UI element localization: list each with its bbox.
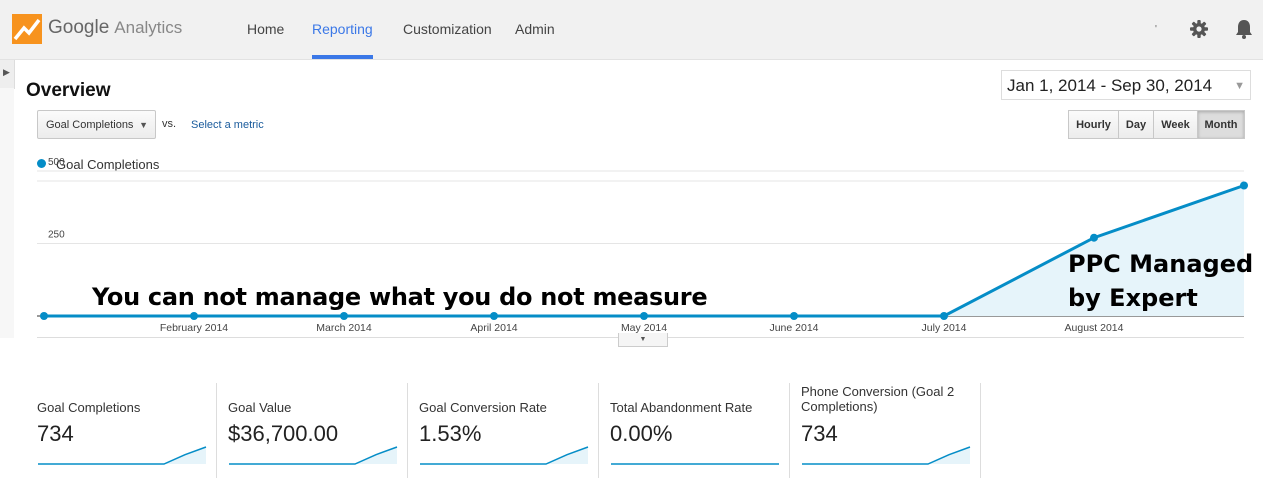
data-point <box>340 312 348 320</box>
x-tick-label: June 2014 <box>769 322 818 334</box>
x-tick-label: April 2014 <box>470 322 517 334</box>
scorecard-divider <box>789 383 790 478</box>
y-tick-label: 250 <box>48 230 65 241</box>
sparkline-line <box>802 446 971 465</box>
y-tick-label: 500 <box>48 157 65 168</box>
scorecard-label: Total Abandonment Rate <box>610 400 753 415</box>
chevron-down-icon: ▼ <box>139 120 148 130</box>
expand-arrow-icon: ▶ <box>3 67 10 77</box>
date-range-picker[interactable]: Jan 1, 2014 - Sep 30, 2014 ▼ <box>1001 70 1251 100</box>
scorecard-sparkline <box>611 463 779 465</box>
sparkline-line <box>420 446 589 465</box>
scorecard-sparkline <box>229 446 398 465</box>
nav-customization[interactable]: Customization <box>403 21 492 37</box>
sparkline-line <box>229 446 398 465</box>
data-point <box>1240 181 1248 190</box>
data-point <box>190 312 198 320</box>
scorecard-label: Goal Completions <box>37 400 141 415</box>
scorecard-value: 0.00% <box>610 421 673 446</box>
data-point <box>790 312 798 320</box>
legend-label: Goal Completions <box>56 157 160 172</box>
nav-home[interactable]: Home <box>247 21 285 37</box>
header-tick-mark: ' <box>1155 24 1157 35</box>
chart-collapse-toggle[interactable]: ▼ <box>618 333 668 347</box>
chevron-down-icon: ▼ <box>1234 80 1245 92</box>
scorecard-divider <box>407 383 408 478</box>
overlay-ppc-line1: PPC Managed <box>1068 250 1254 278</box>
scorecard-divider <box>598 383 599 478</box>
page-title: Overview <box>26 80 111 101</box>
analytics-logo-icon[interactable] <box>12 14 42 44</box>
data-point <box>40 312 48 320</box>
goal-completions-chart: 250 500 February 2014 March 2014 April 2014 M… <box>37 157 1248 334</box>
scorecard-label: Goal Value <box>228 400 292 415</box>
scorecard-label: Goal Conversion Rate <box>419 400 547 415</box>
scorecard-divider <box>216 383 217 478</box>
granularity-week-button[interactable]: Week <box>1153 110 1198 139</box>
nav-reporting[interactable]: Reporting <box>312 0 373 59</box>
x-tick-label: July 2014 <box>922 322 967 334</box>
scorecard-value: $36,700.00 <box>228 421 339 446</box>
x-tick-label: August 2014 <box>1065 322 1124 334</box>
granularity-day-button[interactable]: Day <box>1118 110 1154 139</box>
metric-select[interactable]: Goal Completions ▼ <box>37 110 156 139</box>
sparkline-area <box>802 447 970 464</box>
x-tick-label: February 2014 <box>160 322 228 334</box>
scorecard-sparkline <box>38 446 207 465</box>
scorecard-goal-value[interactable]: Goal Value $36,700.00 <box>228 383 408 478</box>
granularity-month-button[interactable]: Month <box>1197 110 1245 139</box>
scorecard-value: 734 <box>37 421 74 446</box>
vs-label: vs. <box>162 118 177 130</box>
scorecard-phone-conversion[interactable]: Phone Conversion (Goal 2 Completions) 73… <box>801 383 981 478</box>
legend-marker <box>37 159 46 168</box>
brand-name[interactable]: Google Analytics <box>48 17 182 39</box>
settings-icon[interactable] <box>1188 18 1210 40</box>
scorecard-label: Phone Conversion (Goal 2 Completions) <box>801 384 955 414</box>
x-tick-label: May 2014 <box>621 322 667 334</box>
series-area <box>44 185 1244 316</box>
date-range-text: Jan 1, 2014 - Sep 30, 2014 <box>1007 76 1213 95</box>
x-tick-label: March 2014 <box>316 322 372 334</box>
data-point <box>1090 233 1098 242</box>
sparkline-line <box>38 446 207 465</box>
nav-admin[interactable]: Admin <box>515 21 555 37</box>
scorecard-goal-completions[interactable]: Goal Completions 734 <box>37 383 217 478</box>
data-point <box>640 312 648 320</box>
sidebar-collapsed-strip <box>0 88 14 338</box>
overlay-ppc-caption: PPC Managed by Expert <box>1068 247 1253 315</box>
scorecard-goal-conversion-rate[interactable]: Goal Conversion Rate 1.53% <box>419 383 599 478</box>
sparkline-area <box>38 447 206 464</box>
scorecard-total-abandonment-rate[interactable]: Total Abandonment Rate 0.00% <box>610 383 790 478</box>
data-point <box>490 312 498 320</box>
sparkline-area <box>229 447 397 464</box>
overlay-ppc-line2: by Expert <box>1068 284 1198 312</box>
top-bar: Google Analytics Home Reporting Customiza… <box>0 0 1263 60</box>
scorecard-value: 1.53% <box>419 421 482 446</box>
data-point <box>940 312 948 320</box>
brand-google: Google <box>48 17 110 38</box>
granularity-hourly-button[interactable]: Hourly <box>1068 110 1119 139</box>
scorecard-divider <box>980 383 981 478</box>
notifications-icon[interactable] <box>1233 18 1255 40</box>
scorecard-value: 734 <box>801 421 838 446</box>
sparkline-area <box>420 447 588 464</box>
overlay-caption: You can not manage what you do not measu… <box>92 283 708 311</box>
scorecard-sparkline <box>420 446 589 465</box>
select-metric-link[interactable]: Select a metric <box>191 119 264 131</box>
scorecard-sparkline <box>802 446 971 465</box>
brand-analytics: Analytics <box>114 18 183 37</box>
metric-select-value: Goal Completions <box>46 119 134 131</box>
